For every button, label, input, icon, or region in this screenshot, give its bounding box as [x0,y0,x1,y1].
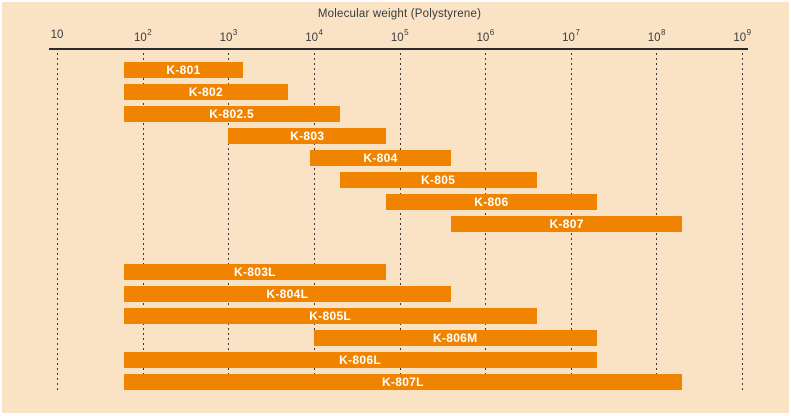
bar-label: K-806L [339,353,381,367]
range-bar-k-806l: K-806L [123,352,597,368]
range-bar-k-803: K-803 [228,128,387,144]
gridline-10e5 [399,53,401,392]
x-tick-label-10e7: 107 [562,28,580,44]
bar-label: K-801 [166,63,201,77]
x-tick-label-10e1: 10 [50,29,64,41]
gridline-10e2 [142,53,144,392]
range-bar-k-801: K-801 [123,62,244,78]
range-bar-k-805l: K-805L [123,308,537,324]
bar-label: K-802.5 [209,107,255,121]
range-bar-k-803l: K-803L [123,264,387,280]
range-bar-k-804l: K-804L [123,286,452,302]
range-bar-k-807: K-807 [451,216,683,232]
bar-label: K-804 [363,151,398,165]
bar-label: K-805L [309,309,352,323]
x-tick-label-10e4: 104 [305,28,323,44]
x-tick-label-10e6: 106 [476,28,495,44]
x-tick-label-10e5: 105 [390,28,409,44]
gridline-10e9 [742,53,743,392]
range-bar-k-806: K-806 [386,194,597,210]
gridline-10e1 [57,53,58,392]
bar-label: K-806 [474,195,509,209]
bar-label: K-807 [549,217,584,231]
range-bar-k-802: K-802 [123,84,289,100]
bar-label: K-804L [266,287,309,301]
range-bar-k-806m: K-806M [313,330,597,346]
bar-label: K-803L [234,265,276,279]
gridline-10e3 [228,53,230,392]
bar-label: K-805 [421,173,456,187]
x-tick-label-10e8: 108 [647,28,666,44]
x-tick-label-10e2: 102 [134,28,152,44]
bar-label: K-803 [290,129,325,143]
bar-label: K-802 [188,85,223,99]
bar-label: K-807L [381,375,424,389]
range-bar-k-807l: K-807L [123,374,683,390]
x-tick-label-10e9: 109 [733,28,752,44]
range-bar-k-805: K-805 [339,172,537,188]
x-tick-label-10e3: 103 [219,28,238,44]
bar-label: K-806M [432,331,478,345]
range-bar-k-802.5: K-802.5 [123,106,340,122]
x-axis-title: Molecular weight (Polystyrene) [317,8,482,20]
x-axis-line [49,48,748,50]
gridline-10e4 [313,53,315,392]
range-bar-k-804: K-804 [309,150,452,166]
